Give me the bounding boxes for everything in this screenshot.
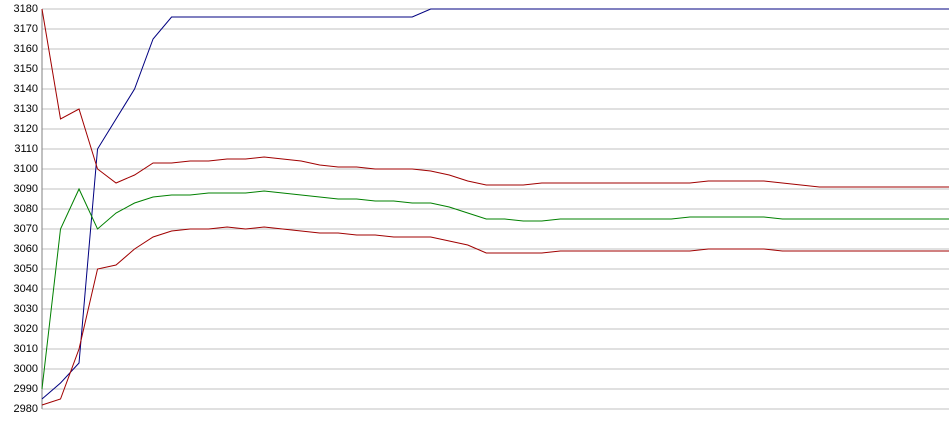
y-tick-label: 3130 bbox=[14, 103, 38, 115]
y-tick-label: 3010 bbox=[14, 343, 38, 355]
y-tick-label: 3140 bbox=[14, 83, 38, 95]
y-tick-label: 3000 bbox=[14, 363, 38, 375]
y-tick-label: 3110 bbox=[14, 143, 38, 155]
y-tick-label: 3050 bbox=[14, 263, 38, 275]
series-line bbox=[41, 8, 949, 188]
y-tick-label: 3120 bbox=[14, 123, 38, 135]
y-tick-label: 3030 bbox=[14, 303, 38, 315]
y-tick-label: 3020 bbox=[14, 323, 38, 335]
y-tick-label: 3170 bbox=[14, 23, 38, 35]
y-tick-label: 2990 bbox=[14, 383, 38, 395]
series-line bbox=[41, 187, 949, 390]
y-tick-label: 3080 bbox=[14, 203, 38, 215]
y-tick-label: 3180 bbox=[14, 3, 38, 15]
y-tick-label: 2980 bbox=[14, 403, 38, 415]
y-tick-label: 3040 bbox=[14, 283, 38, 295]
y-tick-label: 3160 bbox=[14, 43, 38, 55]
series-line bbox=[41, 226, 949, 406]
y-tick-label: 3150 bbox=[14, 63, 38, 75]
y-tick-label: 3100 bbox=[14, 163, 38, 175]
y-tick-label: 3060 bbox=[14, 243, 38, 255]
series-line bbox=[41, 8, 949, 400]
y-tick-label: 3070 bbox=[14, 223, 38, 235]
y-tick-label: 3090 bbox=[14, 183, 38, 195]
